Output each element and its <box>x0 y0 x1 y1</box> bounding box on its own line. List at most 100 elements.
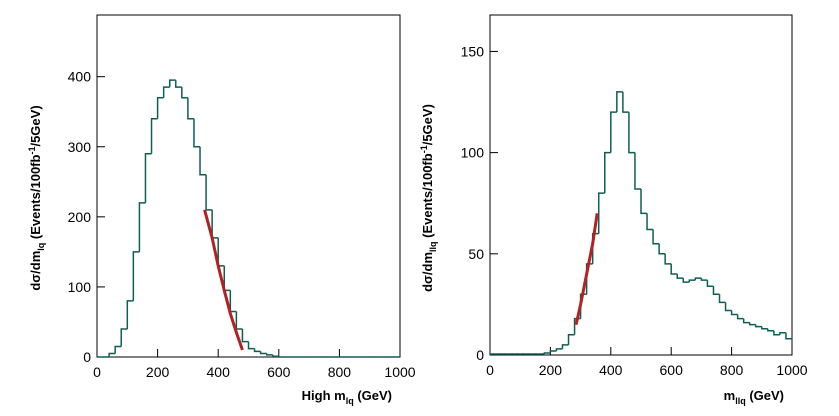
fit-curve <box>203 209 244 351</box>
histogram-bin <box>628 112 635 154</box>
histogram-bin <box>229 290 237 313</box>
histogram-bin <box>549 350 557 353</box>
y-axis-label: dσ/dmlq (Events/100fb-1/5GeV) <box>27 105 46 290</box>
label-part: (GeV) <box>746 388 784 403</box>
x-tick-label: 400 <box>599 362 623 378</box>
histogram-bin <box>712 286 720 296</box>
y-tick-label: 100 <box>68 279 92 295</box>
label-part: (GeV) <box>354 388 392 403</box>
histogram-bin <box>108 352 116 357</box>
histogram-bin <box>211 209 219 239</box>
histogram-bin <box>616 91 623 113</box>
label-part: dσ/dm <box>420 252 435 292</box>
histogram-bin <box>265 353 273 356</box>
x-tick-label: 0 <box>486 362 494 378</box>
y-tick-label: 0 <box>83 349 91 365</box>
x-tick-label: 800 <box>328 364 352 380</box>
subscript: llq <box>735 396 746 406</box>
histogram-bin <box>622 91 629 113</box>
histogram-bin <box>187 97 194 120</box>
x-tick-label: 600 <box>267 364 291 380</box>
histogram-bin <box>761 326 768 330</box>
x-tick-label: 1000 <box>776 362 807 378</box>
histogram-bin <box>785 332 792 340</box>
histogram-bin <box>150 117 158 154</box>
subscript: lq <box>36 243 46 251</box>
plot-frame <box>489 14 793 356</box>
histogram-bin <box>779 331 786 335</box>
x-tick-label: 800 <box>720 362 744 378</box>
histogram-bin <box>181 87 188 99</box>
histogram-bin <box>489 353 497 355</box>
histogram-bin <box>175 80 182 88</box>
histogram-bin <box>162 86 170 98</box>
y-tick-label: 300 <box>68 139 92 155</box>
histogram-bin <box>253 348 261 353</box>
histogram-bin <box>567 334 575 345</box>
histogram-bin <box>700 278 708 281</box>
y-axis-label: dσ/dmllq (Events/100fb-1/5GeV) <box>419 104 438 292</box>
histogram-bin <box>271 354 279 358</box>
histogram-bin <box>773 330 780 336</box>
y-tick-label: 50 <box>468 246 484 262</box>
histogram-bin <box>767 328 774 332</box>
histogram-bin <box>652 229 660 245</box>
x-tick-label: 600 <box>660 362 684 378</box>
histogram-bin <box>561 344 569 349</box>
fit-curve <box>574 213 599 325</box>
histogram-bin <box>168 79 176 88</box>
histogram-bin <box>755 324 762 328</box>
x-tick-label: 1000 <box>384 364 415 380</box>
histogram-bin <box>132 251 140 301</box>
histogram-bin <box>694 277 702 281</box>
x-tick-label: 200 <box>146 364 170 380</box>
label-part: /5GeV) <box>28 105 43 146</box>
histogram-bin <box>193 118 201 148</box>
histogram-bin <box>585 263 593 295</box>
histogram-bin <box>730 310 738 316</box>
histogram-bin <box>259 351 267 355</box>
histogram-bin <box>676 274 684 279</box>
label-part: (Events/100fb <box>28 155 43 243</box>
histogram-bin <box>156 96 164 119</box>
histogram-bin <box>241 328 249 343</box>
histogram-bin <box>706 280 714 287</box>
y-tick-label: 200 <box>68 209 92 225</box>
histogram-bin <box>120 328 128 347</box>
label-part: High m <box>302 388 346 403</box>
y-tick-label: 100 <box>461 145 485 161</box>
histogram-bin <box>718 294 726 304</box>
label-part: dσ/dm <box>28 251 43 291</box>
histogram-bin <box>217 237 225 267</box>
histogram-bin <box>742 318 750 324</box>
histogram-bin <box>199 146 207 176</box>
histogram-bin <box>597 192 605 234</box>
histogram-bin <box>610 111 617 153</box>
x-axis-label: High mlq (GeV) <box>302 388 392 406</box>
subscript: llq <box>428 241 438 252</box>
histogram-bin <box>126 300 134 329</box>
superscript: -1 <box>27 147 37 155</box>
x-axis-label: mllq (GeV) <box>724 388 784 406</box>
histogram-bin <box>724 302 732 312</box>
histogram-bin <box>235 311 243 330</box>
histogram-bin <box>144 153 152 203</box>
histogram-bin <box>670 263 678 275</box>
histogram-bin <box>205 174 213 211</box>
histogram-bin <box>634 152 641 190</box>
label-part: (Events/100fb <box>420 153 435 241</box>
y-tick-label: 150 <box>461 43 485 59</box>
histogram-bin <box>278 356 285 358</box>
histogram-bin <box>748 322 756 326</box>
histogram-bin <box>138 202 146 252</box>
histogram-bin <box>223 265 231 292</box>
histogram-bin <box>640 189 648 215</box>
histogram-bin <box>555 348 563 351</box>
histogram-bin <box>682 278 690 283</box>
superscript: -1 <box>419 145 429 153</box>
histogram-bin <box>604 151 611 194</box>
histogram-bin <box>736 314 744 320</box>
y-tick-label: 400 <box>68 69 92 85</box>
